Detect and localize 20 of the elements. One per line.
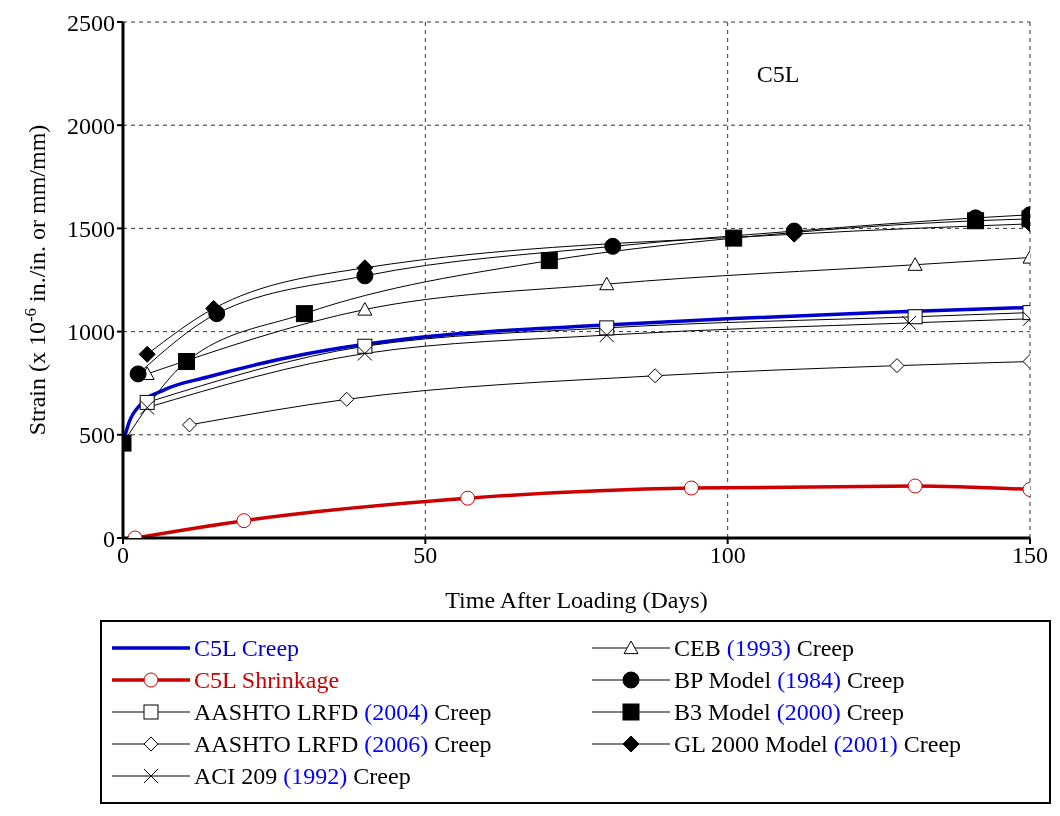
legend-label: ACI 209 (1992) Creep	[194, 762, 411, 789]
y-tick-label: 0	[103, 525, 115, 552]
legend-label: GL 2000 Model (2001) Creep	[674, 730, 962, 757]
legend-label: BP Model (1984) Creep	[674, 666, 905, 693]
legend-label: CEB (1993) Creep	[674, 634, 854, 661]
legend-label: B3 Model (2000) Creep	[674, 698, 904, 725]
x-tick-label: 50	[413, 542, 438, 569]
y-tick-label: 500	[79, 422, 115, 449]
legend-label: AASHTO LRFD (2006) Creep	[194, 730, 492, 757]
y-tick-label: 2000	[67, 112, 115, 139]
x-axis-title: Time After Loading (Days)	[445, 587, 708, 613]
y-tick-label: 2500	[67, 9, 115, 36]
x-tick-label: 150	[1012, 542, 1048, 569]
x-tick-label: 100	[709, 542, 746, 569]
y-tick-label: 1500	[67, 215, 115, 242]
annotation: C5L	[756, 61, 800, 87]
legend-label: C5L Creep	[194, 634, 300, 661]
y-tick-label: 1000	[67, 319, 115, 346]
legend-label: C5L Shrinkage	[194, 666, 340, 693]
legend-label: AASHTO LRFD (2004) Creep	[194, 698, 492, 725]
